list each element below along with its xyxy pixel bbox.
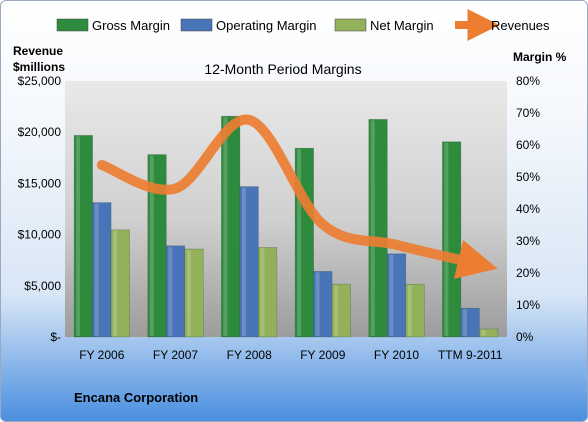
bar-highlight xyxy=(481,330,486,336)
bar-highlight xyxy=(76,136,81,336)
right-tick-label: 0% xyxy=(516,330,534,344)
legend-label-gross-margin: Gross Margin xyxy=(92,18,170,33)
left-tick-label: $10,000 xyxy=(18,228,62,242)
category-label: FY 2007 xyxy=(153,348,198,362)
right-tick-label: 50% xyxy=(516,170,540,184)
legend-label-net-margin: Net Margin xyxy=(370,18,434,33)
bar-net-margin-fy-2006 xyxy=(110,229,130,338)
left-tick-label: $25,000 xyxy=(18,74,62,88)
bar-highlight xyxy=(407,285,412,336)
plot-area xyxy=(65,81,507,337)
right-tick-label: 80% xyxy=(516,74,540,88)
bar-highlight xyxy=(241,187,246,336)
legend-swatch-net-margin xyxy=(334,18,367,32)
bar-gross-margin-fy-2010 xyxy=(368,119,388,338)
company-name: Encana Corporation xyxy=(74,390,199,405)
category-label: FY 2006 xyxy=(79,348,124,362)
left-axis-label-line2: $millions xyxy=(13,60,65,74)
right-tick-label: 10% xyxy=(516,298,540,312)
bar-highlight xyxy=(186,250,191,336)
bar-highlight xyxy=(168,246,173,336)
category-label: FY 2009 xyxy=(300,348,345,362)
left-tick-label: $20,000 xyxy=(18,125,62,139)
right-axis-label: Margin % xyxy=(513,50,567,64)
legend-label-operating-margin: Operating Margin xyxy=(216,18,316,33)
bar-gross-margin-ttm-9-2011 xyxy=(442,141,462,338)
legend-label-revenues: Revenues xyxy=(491,18,550,33)
category-label: FY 2010 xyxy=(374,348,419,362)
bar-highlight xyxy=(334,285,339,336)
category-label: TTM 9-2011 xyxy=(438,348,503,362)
bar-highlight xyxy=(444,142,449,336)
bar-highlight xyxy=(260,248,265,336)
right-tick-label: 60% xyxy=(516,138,540,152)
bar-net-margin-fy-2008 xyxy=(258,247,278,338)
left-tick-label: $15,000 xyxy=(18,176,62,190)
bar-operating-margin-ttm-9-2011 xyxy=(460,307,480,338)
left-tick-label: $5,000 xyxy=(24,279,61,293)
bar-net-margin-ttm-9-2011 xyxy=(479,328,499,338)
legend-swatch-operating-margin xyxy=(180,18,213,32)
left-tick-label: $- xyxy=(50,330,61,344)
left-axis-label-line1: Revenue xyxy=(13,44,63,58)
bar-net-margin-fy-2010 xyxy=(405,283,425,338)
right-tick-label: 40% xyxy=(516,202,540,216)
bar-highlight xyxy=(315,272,320,336)
right-tick-label: 70% xyxy=(516,106,540,120)
bar-highlight xyxy=(94,203,99,336)
bar-highlight xyxy=(297,149,302,336)
bar-net-margin-fy-2007 xyxy=(184,248,204,338)
bar-highlight xyxy=(462,309,467,336)
bar-net-margin-fy-2009 xyxy=(331,283,351,338)
bar-highlight xyxy=(113,230,118,336)
chart-title: 12-Month Period Margins xyxy=(204,61,361,77)
legend-swatch-gross-margin xyxy=(56,18,89,32)
bar-highlight xyxy=(370,120,375,337)
bar-highlight xyxy=(223,117,228,336)
category-label: FY 2008 xyxy=(227,348,272,362)
right-tick-label: 20% xyxy=(516,266,540,280)
right-tick-label: 30% xyxy=(516,234,540,248)
bar-highlight xyxy=(149,155,154,336)
bar-highlight xyxy=(389,254,394,336)
